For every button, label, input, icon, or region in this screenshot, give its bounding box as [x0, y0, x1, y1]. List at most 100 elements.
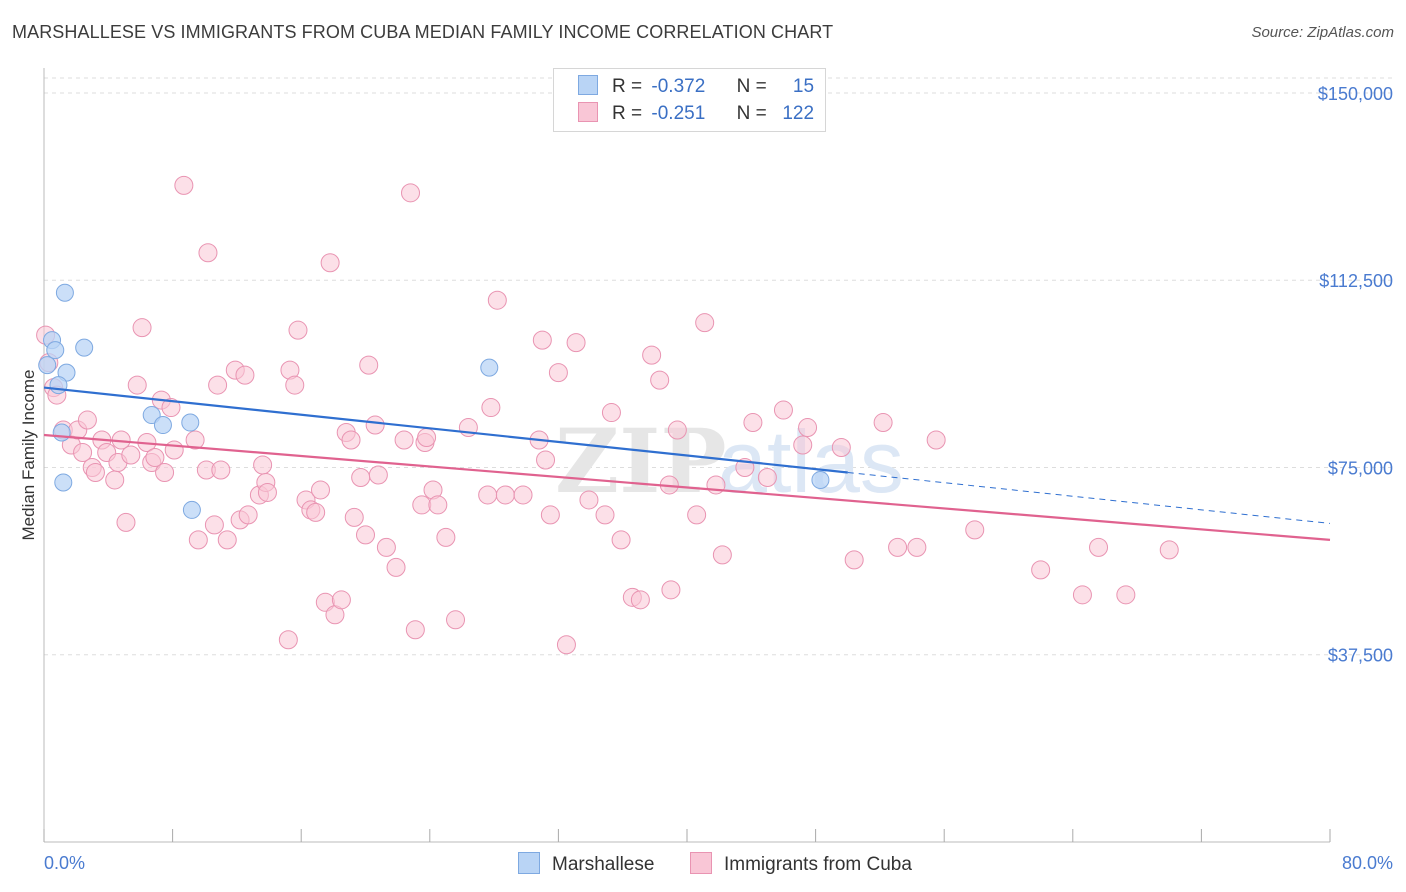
cuba-point	[695, 313, 715, 333]
marshallese-point	[49, 376, 68, 395]
bottom-legend-swatch-cuba	[690, 852, 712, 874]
marshallese-point	[181, 413, 200, 432]
cuba-point	[320, 253, 340, 273]
marshallese-point	[182, 500, 201, 519]
cuba-point	[661, 580, 681, 600]
series-cuba-points	[36, 175, 1179, 655]
cuba-point	[1089, 537, 1109, 557]
cuba-point	[1031, 560, 1051, 580]
legend-n-label: N =	[736, 76, 767, 97]
marshallese-point	[54, 473, 73, 492]
cuba-point	[642, 345, 662, 365]
y-axis-tick-labels: $37,500 $75,000 $112,500 $150,000	[1318, 84, 1393, 666]
cuba-point	[161, 398, 181, 418]
cuba-point	[386, 557, 406, 577]
bottom-legend-label: Marshallese	[552, 854, 655, 875]
cuba-point	[926, 430, 946, 450]
cuba-point	[121, 445, 141, 465]
cuba-point	[687, 505, 707, 525]
marshallese-trend-extension	[847, 471, 1331, 524]
cuba-point	[743, 413, 763, 433]
marshallese-point	[142, 406, 161, 425]
marshallese-point	[75, 338, 94, 357]
cuba-point	[579, 490, 599, 510]
cuba-point	[417, 428, 437, 448]
cuba-point	[344, 507, 364, 527]
cuba-point	[145, 447, 165, 467]
y-tick-label: $37,500	[1328, 646, 1393, 666]
cuba-point	[907, 537, 927, 557]
trend-lines	[43, 386, 1331, 541]
cuba-point	[188, 530, 208, 550]
y-axis-label: Median Family Income	[19, 369, 38, 540]
cuba-point	[667, 420, 687, 440]
cuba-point	[478, 485, 498, 505]
cuba-point	[278, 630, 298, 650]
cuba-point	[208, 375, 228, 395]
cuba-point	[217, 530, 237, 550]
marshallese-point	[52, 423, 71, 442]
cuba-point	[174, 175, 194, 195]
cuba-point	[288, 320, 308, 340]
cuba-point	[359, 355, 379, 375]
cuba-point	[798, 418, 818, 438]
cuba-point	[306, 502, 326, 522]
cuba-point	[536, 450, 556, 470]
marshallese-point	[46, 341, 65, 360]
cuba-point	[532, 330, 552, 350]
bottom-legend-marshallese: Marshallese	[518, 852, 654, 876]
cuba-point	[428, 495, 448, 515]
cuba-point	[481, 398, 501, 418]
cuba-point	[757, 467, 777, 487]
marshallese-point	[480, 358, 499, 377]
cuba-point	[211, 460, 231, 480]
cuba-point	[204, 515, 224, 535]
marshallese-trend-line	[43, 386, 848, 474]
cuba-point	[844, 550, 864, 570]
bottom-legend-label: Immigrants from Cuba	[724, 854, 912, 875]
bottom-legend-cuba: Immigrants from Cuba	[690, 852, 912, 876]
marshallese-point	[153, 416, 172, 435]
x-tick-label-max: 80.0%	[1342, 853, 1393, 873]
legend-r-label: R =	[612, 76, 643, 97]
cuba-point	[831, 438, 851, 458]
cuba-point	[155, 462, 175, 482]
cuba-point	[185, 430, 205, 450]
cuba-point	[412, 495, 432, 515]
cuba-point	[285, 375, 305, 395]
cuba-point	[487, 290, 507, 310]
y-tick-label: $75,000	[1328, 458, 1393, 478]
cuba-point	[401, 183, 421, 203]
cuba-point	[436, 527, 456, 547]
legend-swatch-marshallese	[578, 75, 598, 95]
x-tick-label-min: 0.0%	[44, 853, 85, 873]
cuba-point	[257, 482, 277, 502]
correlation-legend: R = -0.372 N = 15 R = -0.251 N = 122	[553, 68, 826, 132]
cuba-point	[495, 485, 515, 505]
cuba-point	[376, 537, 396, 557]
legend-n-value: 122	[782, 103, 815, 124]
legend-r-value: -0.372	[651, 76, 706, 97]
cuba-point	[351, 467, 371, 487]
cuba-point	[1159, 540, 1179, 560]
cuba-point	[773, 400, 793, 420]
cuba-point	[548, 363, 568, 383]
marshallese-point	[55, 283, 74, 302]
legend-r-value: -0.251	[651, 103, 706, 124]
cuba-point	[331, 590, 351, 610]
cuba-point	[601, 403, 621, 423]
cuba-point	[127, 375, 147, 395]
legend-r-label: R =	[612, 103, 643, 124]
cuba-point	[77, 410, 97, 430]
cuba-point	[1116, 585, 1136, 605]
cuba-point	[105, 470, 125, 490]
cuba-point	[341, 430, 361, 450]
cuba-point	[356, 525, 375, 545]
cuba-point	[566, 333, 586, 353]
source-note: Source: ZipAtlas.com	[1251, 24, 1394, 41]
cuba-point	[164, 440, 184, 460]
y-tick-label: $150,000	[1318, 84, 1393, 104]
cuba-point	[235, 365, 255, 385]
cuba-trend-line	[43, 433, 1331, 541]
